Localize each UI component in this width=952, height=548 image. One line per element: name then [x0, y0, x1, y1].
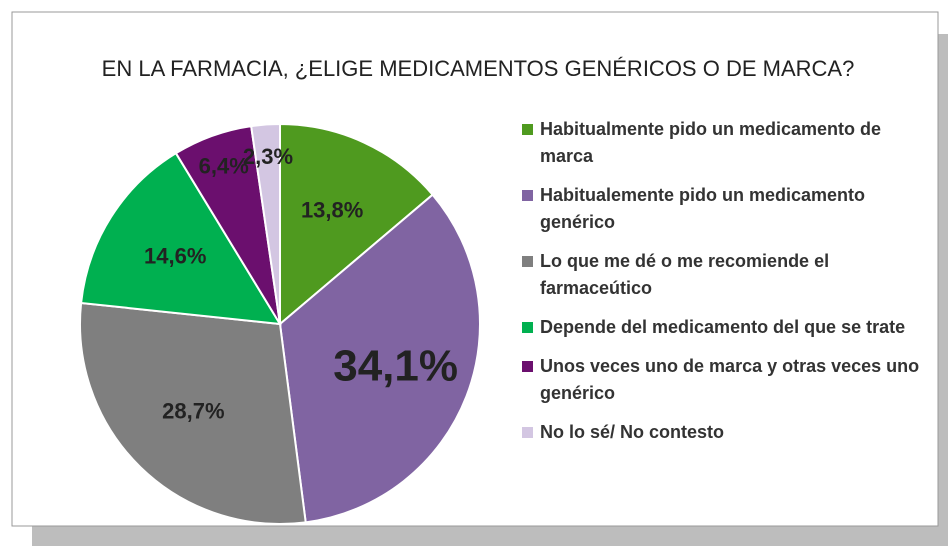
legend-swatch	[522, 427, 533, 438]
legend-label: Lo que me dé o me recomiende el farmaceú…	[540, 251, 830, 298]
data-label: 14,6%	[144, 243, 206, 268]
pie-slice	[79, 301, 307, 525]
legend-item: Unos veces uno de marca y otras veces un…	[522, 353, 922, 407]
data-label: 13,8%	[301, 197, 363, 222]
chart-title: EN LA FARMACIA, ¿ELIGE MEDICAMENTOS GENÉ…	[102, 56, 855, 81]
legend-swatch	[522, 361, 533, 372]
legend-item: Habitualmente pido un medicamento de mar…	[522, 116, 922, 170]
legend-label: Unos veces uno de marca y otras veces un…	[540, 356, 920, 403]
data-label: 28,7%	[162, 399, 224, 424]
legend-label: Habitualmente pido un medicamento de mar…	[540, 119, 882, 166]
pie-slice	[279, 122, 435, 327]
legend: Habitualmente pido un medicamento de mar…	[522, 116, 922, 458]
legend-swatch	[522, 256, 533, 267]
legend-label: Depende del medicamento del que se trate	[540, 317, 906, 337]
legend-item: Habitualemente pido un medicamento genér…	[522, 182, 922, 236]
pie-slice	[250, 122, 281, 325]
data-label: 6,4%	[199, 154, 249, 179]
pie-slice	[80, 151, 282, 326]
legend-swatch	[522, 322, 533, 333]
legend-label: No lo sé/ No contesto	[540, 422, 725, 442]
pie-slice	[278, 193, 481, 524]
legend-swatch	[522, 190, 533, 201]
legend-item: No lo sé/ No contesto	[522, 419, 922, 446]
legend-label: Habitualemente pido un medicamento genér…	[540, 185, 866, 232]
legend-item: Depende del medicamento del que se trate	[522, 314, 922, 341]
legend-item: Lo que me dé o me recomiende el farmaceú…	[522, 248, 922, 302]
data-label: 34,1%	[333, 341, 458, 390]
legend-swatch	[522, 124, 533, 135]
data-label: 2,3%	[243, 144, 293, 169]
